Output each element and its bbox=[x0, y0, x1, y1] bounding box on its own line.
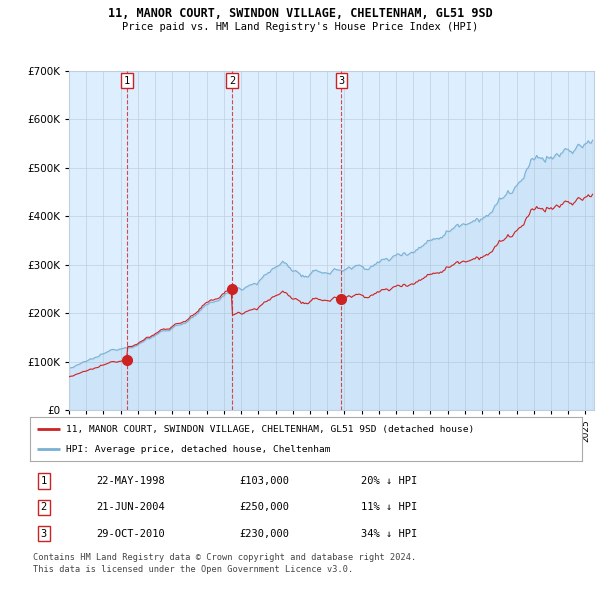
Text: HPI: Average price, detached house, Cheltenham: HPI: Average price, detached house, Chel… bbox=[66, 445, 331, 454]
Text: 22-MAY-1998: 22-MAY-1998 bbox=[96, 476, 165, 486]
Text: Contains HM Land Registry data © Crown copyright and database right 2024.: Contains HM Land Registry data © Crown c… bbox=[33, 553, 416, 562]
Text: £250,000: £250,000 bbox=[240, 503, 290, 512]
Text: 11% ↓ HPI: 11% ↓ HPI bbox=[361, 503, 418, 512]
Text: This data is licensed under the Open Government Licence v3.0.: This data is licensed under the Open Gov… bbox=[33, 565, 353, 573]
Text: Price paid vs. HM Land Registry's House Price Index (HPI): Price paid vs. HM Land Registry's House … bbox=[122, 22, 478, 32]
Text: £103,000: £103,000 bbox=[240, 476, 290, 486]
Text: 1: 1 bbox=[124, 76, 130, 86]
Text: 1: 1 bbox=[41, 476, 47, 486]
Text: 2: 2 bbox=[229, 76, 235, 86]
Text: 11, MANOR COURT, SWINDON VILLAGE, CHELTENHAM, GL51 9SD (detached house): 11, MANOR COURT, SWINDON VILLAGE, CHELTE… bbox=[66, 425, 474, 434]
Text: 21-JUN-2004: 21-JUN-2004 bbox=[96, 503, 165, 512]
Text: 11, MANOR COURT, SWINDON VILLAGE, CHELTENHAM, GL51 9SD: 11, MANOR COURT, SWINDON VILLAGE, CHELTE… bbox=[107, 7, 493, 20]
Text: 3: 3 bbox=[338, 76, 344, 86]
Text: 2: 2 bbox=[41, 503, 47, 512]
Text: 3: 3 bbox=[41, 529, 47, 539]
Text: 29-OCT-2010: 29-OCT-2010 bbox=[96, 529, 165, 539]
Text: 34% ↓ HPI: 34% ↓ HPI bbox=[361, 529, 418, 539]
Text: £230,000: £230,000 bbox=[240, 529, 290, 539]
Text: 20% ↓ HPI: 20% ↓ HPI bbox=[361, 476, 418, 486]
